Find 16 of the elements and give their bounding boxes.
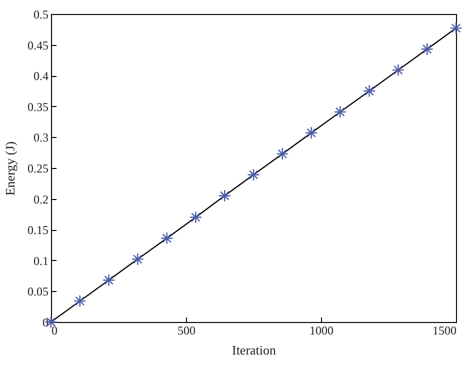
y-tick-label: 0.35 (28, 100, 48, 114)
x-tick-label: 1500 (432, 324, 456, 338)
y-tick-label: 0.25 (28, 162, 48, 176)
x-tick-label: 1000 (310, 324, 334, 338)
y-tick-label: 0.15 (28, 223, 48, 238)
y-tick-label: 0.05 (28, 284, 48, 299)
y-tick-label: 0.2 (34, 192, 48, 206)
y-tick-label: 0.3 (34, 130, 48, 145)
x-axis-title: Iteration (232, 342, 277, 358)
x-tick-label: 0 (52, 324, 58, 338)
y-tick-label: 0.1 (34, 254, 48, 268)
y-tick-label: 0.45 (28, 38, 48, 52)
y-axis-title: Energy (J) (2, 141, 18, 196)
x-tick-label: 500 (178, 324, 196, 338)
y-tick-label: 0.4 (34, 69, 48, 84)
y-tick-label: 0.5 (34, 8, 48, 22)
